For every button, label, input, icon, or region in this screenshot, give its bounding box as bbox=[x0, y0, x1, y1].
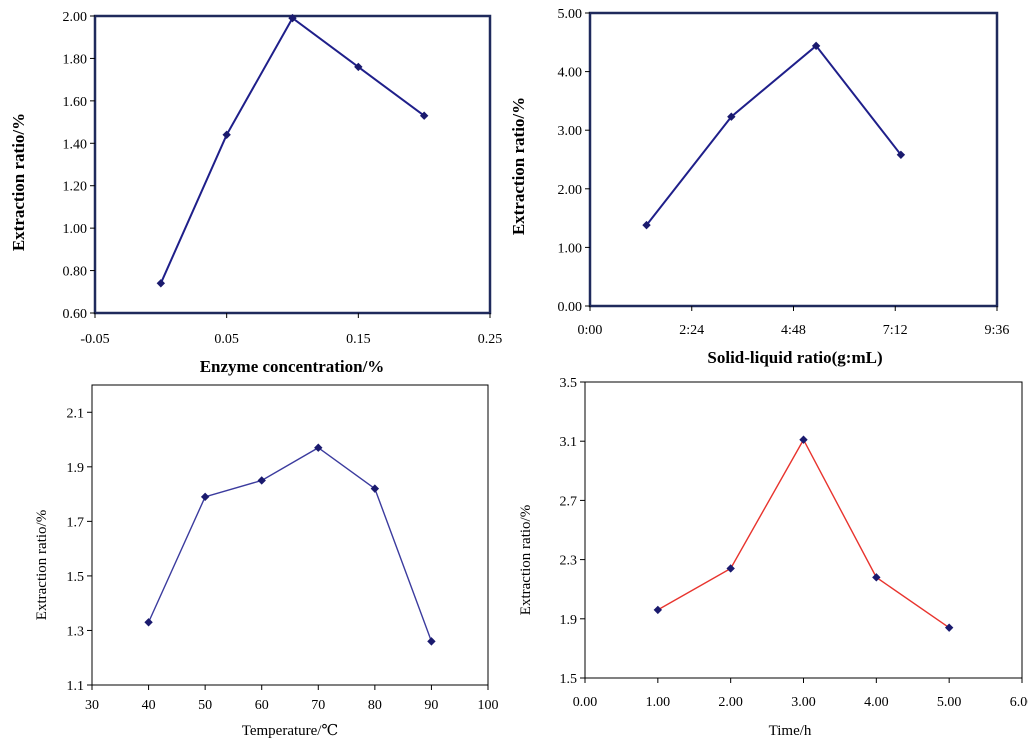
data-point bbox=[257, 476, 266, 485]
y-tick-label: 4.00 bbox=[558, 66, 583, 81]
data-point bbox=[799, 435, 808, 444]
y-tick-label: 2.00 bbox=[63, 10, 88, 25]
y-tick-label: 3.1 bbox=[560, 435, 578, 450]
x-tick-label: 9:36 bbox=[985, 323, 1010, 338]
x-tick-label: 100 bbox=[478, 698, 499, 713]
plot-frame bbox=[91, 384, 489, 686]
data-point bbox=[222, 130, 231, 139]
panel-time: Time/h Extraction ratio/% 1.5 1.9 2.3 2.7 3.… bbox=[518, 376, 1028, 739]
x-axis-label: Solid-liquid ratio(g:mL) bbox=[707, 348, 882, 367]
y-tick-label: 0.00 bbox=[558, 300, 583, 315]
x-tick-label: 4:48 bbox=[781, 323, 806, 338]
x-tick-label: 2.00 bbox=[718, 695, 743, 710]
data-point bbox=[872, 573, 881, 582]
y-tick-label: 1.20 bbox=[63, 180, 88, 195]
plot-frame bbox=[588, 11, 999, 308]
y-tick-label: 1.9 bbox=[560, 613, 578, 628]
y-tick-label: 2.7 bbox=[560, 494, 578, 509]
x-axis-label: Enzyme concentration/% bbox=[200, 357, 385, 376]
y-tick-label: 1.5 bbox=[560, 672, 578, 687]
series-line bbox=[657, 438, 950, 629]
y-tick-label: 1.60 bbox=[63, 95, 88, 110]
data-point bbox=[944, 623, 954, 632]
x-tick-label: 0:00 bbox=[578, 323, 603, 338]
data-point bbox=[726, 564, 735, 573]
y-tick-label: 1.3 bbox=[67, 624, 85, 639]
y-axis-label: Extraction ratio/% bbox=[518, 505, 534, 615]
x-tick-label: 70 bbox=[311, 698, 325, 713]
x-tick-label: 0.15 bbox=[346, 332, 371, 347]
data-point bbox=[314, 443, 323, 452]
y-tick-label: 3.00 bbox=[558, 124, 583, 139]
y-tick-label: 1.5 bbox=[67, 570, 85, 585]
plot-frame bbox=[584, 381, 1023, 679]
data-point bbox=[727, 112, 736, 121]
x-tick-label: 60 bbox=[255, 698, 269, 713]
x-tick-label: 50 bbox=[198, 698, 212, 713]
y-tick-label: 1.00 bbox=[558, 241, 583, 256]
x-tick-label: 0.05 bbox=[214, 332, 239, 347]
data-point bbox=[642, 220, 651, 230]
y-axis-label: Extraction ratio/% bbox=[34, 510, 50, 620]
data-point bbox=[156, 279, 166, 288]
y-axis-label: Extraction ratio/% bbox=[9, 113, 28, 251]
x-tick-label: 6.00 bbox=[1010, 695, 1028, 710]
y-tick-label: 2.3 bbox=[560, 554, 578, 569]
plot-frame bbox=[93, 14, 492, 315]
data-point bbox=[896, 150, 906, 160]
x-tick-label: 5.00 bbox=[937, 695, 962, 710]
data-point bbox=[419, 111, 429, 120]
x-axis-label: Temperature/℃ bbox=[242, 723, 339, 739]
panel-enzyme-concentration: Enzyme concentration/% Extraction ratio/… bbox=[9, 10, 502, 376]
x-tick-label: -0.05 bbox=[80, 332, 109, 347]
y-tick-label: 5.00 bbox=[558, 7, 583, 22]
y-tick-label: 1.40 bbox=[63, 137, 88, 152]
x-axis-label: Time/h bbox=[769, 723, 812, 739]
y-tick-label: 3.5 bbox=[560, 376, 578, 391]
y-tick-label: 2.00 bbox=[558, 183, 583, 198]
x-tick-label: 2:24 bbox=[679, 323, 704, 338]
data-point bbox=[370, 484, 380, 493]
x-tick-label: 40 bbox=[142, 698, 156, 713]
data-point bbox=[427, 637, 436, 646]
y-tick-label: 2.1 bbox=[67, 406, 85, 421]
data-point bbox=[144, 618, 153, 627]
x-tick-label: 90 bbox=[424, 698, 438, 713]
x-tick-label: 80 bbox=[368, 698, 382, 713]
series-line bbox=[159, 16, 425, 284]
y-tick-label: 0.60 bbox=[63, 307, 88, 322]
data-point bbox=[811, 41, 821, 51]
x-tick-label: 7:12 bbox=[883, 323, 908, 338]
y-axis-label: Extraction ratio/% bbox=[509, 97, 528, 235]
panel-temperature: Temperature/℃ Extraction ratio/% 1.1 1.3 1… bbox=[34, 384, 499, 739]
x-tick-label: 30 bbox=[85, 698, 99, 713]
x-tick-label: 0.00 bbox=[573, 695, 598, 710]
y-tick-label: 1.80 bbox=[63, 52, 88, 67]
data-point bbox=[653, 605, 663, 615]
y-tick-label: 1.00 bbox=[63, 222, 88, 237]
x-tick-label: 0.25 bbox=[478, 332, 503, 347]
data-point bbox=[200, 492, 210, 502]
x-tick-label: 3.00 bbox=[791, 695, 816, 710]
data-point bbox=[354, 62, 363, 72]
y-tick-label: 1.9 bbox=[67, 461, 85, 476]
data-point bbox=[288, 13, 297, 23]
x-tick-label: 4.00 bbox=[864, 695, 889, 710]
y-tick-label: 1.7 bbox=[67, 515, 85, 530]
series-line bbox=[147, 446, 433, 642]
y-tick-label: 1.1 bbox=[67, 679, 85, 694]
series-line bbox=[645, 44, 902, 226]
y-tick-label: 0.80 bbox=[63, 265, 88, 280]
panel-solid-liquid-ratio: Solid-liquid ratio(g:mL) Extraction rati… bbox=[509, 7, 1009, 367]
x-tick-label: 1.00 bbox=[646, 695, 671, 710]
